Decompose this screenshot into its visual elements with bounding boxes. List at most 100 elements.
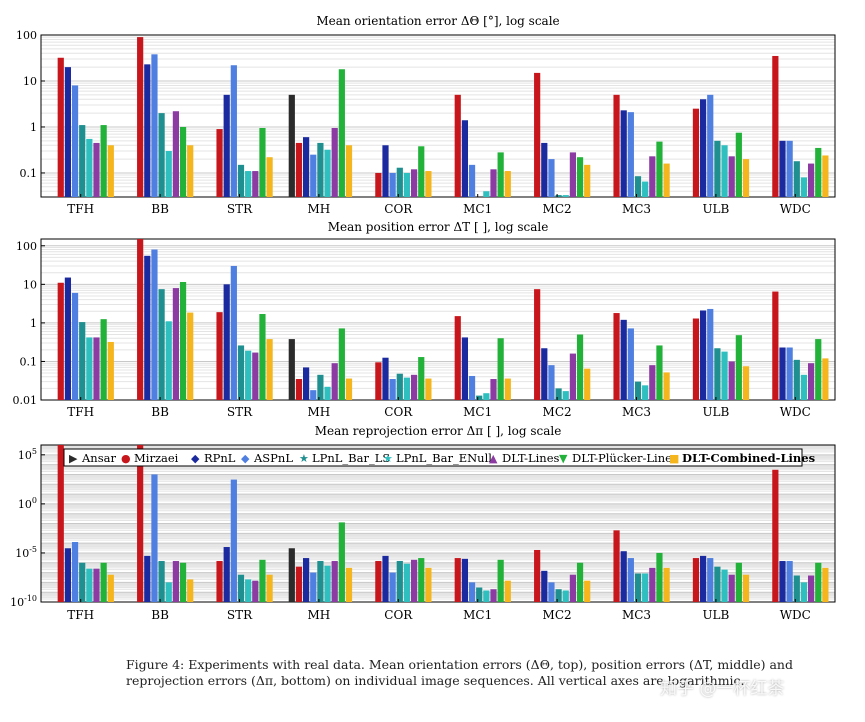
bar-dlt-combined-lines-ulb <box>742 366 750 400</box>
bar-aspnl-mc1 <box>468 582 476 603</box>
bar-rpnl-wdc <box>779 561 786 602</box>
bar-dlt-plücker-lines-ulb <box>735 335 742 400</box>
bar-dlt-plücker-lines-wdc <box>815 147 822 197</box>
bar-dlt-combined-lines-bb <box>187 145 194 197</box>
legend: ▶ Ansar ● Mirzaei ◆ RPnL ◆ ASPnL ★ LPnL_Bar_LS★ LP… <box>63 448 815 467</box>
y-tick-label: 100 <box>16 29 37 42</box>
bar-lpnl_bar_enull-bb <box>165 321 172 400</box>
bar-lpnl_bar_ls-bb <box>158 113 165 197</box>
bar-dlt-combined-lines-mh <box>345 378 353 400</box>
bar-rpnl-cor <box>382 357 389 400</box>
bar-aspnl-mc3 <box>627 558 634 602</box>
bar-rpnl-mh <box>303 137 310 197</box>
bar-dlt-combined-lines-mc3 <box>663 163 670 197</box>
bar-rpnl-mc2 <box>541 348 548 400</box>
y-tick-label: 10-5 <box>15 545 37 560</box>
legend-label: DLT-Plücker-Lines <box>572 451 678 465</box>
bar-rpnl-str <box>223 547 230 602</box>
bar-dlt-combined-lines-wdc <box>822 567 829 602</box>
legend-marker: ◆ <box>241 452 250 465</box>
bar-lpnl_bar_ls-mh <box>317 142 324 197</box>
bar-rpnl-bb <box>144 255 151 400</box>
bar-lpnl_bar_ls-ulb <box>714 348 721 400</box>
bar-lpnl_bar_enull-cor <box>403 563 411 602</box>
bar-lpnl_bar_enull-mc1 <box>483 191 490 197</box>
chart-title: Mean orientation error ΔΘ [°], log scale <box>316 14 559 28</box>
bar-rpnl-cor <box>382 145 389 197</box>
bar-dlt-combined-lines-tfh <box>107 145 114 197</box>
category-label: COR <box>384 202 413 216</box>
bar-lpnl_bar_enull-ulb <box>721 351 728 400</box>
chart-panel-3: Mean reprojection error Δπ [ ], log scal… <box>10 424 836 622</box>
bar-mirzaei-mh <box>295 142 303 197</box>
bar-dlt-lines-bb <box>172 111 179 197</box>
bar-aspnl-wdc <box>786 140 793 197</box>
y-tick-label: 0.1 <box>20 167 38 180</box>
bar-aspnl-mh <box>310 572 317 602</box>
bar-rpnl-tfh <box>64 548 71 602</box>
bar-dlt-combined-lines-wdc <box>822 155 829 197</box>
bar-rpnl-tfh <box>64 277 71 400</box>
bar-dlt-combined-lines-mc2 <box>584 580 591 602</box>
bar-mirzaei-wdc <box>772 291 779 400</box>
bar-lpnl_bar_enull-wdc <box>800 374 808 400</box>
bar-aspnl-mc2 <box>548 365 555 400</box>
bar-lpnl_bar_ls-mc1 <box>476 587 483 602</box>
bar-lpnl_bar_enull-tfh <box>86 568 93 602</box>
bar-rpnl-wdc <box>779 347 786 400</box>
bar-lpnl_bar_enull-str <box>245 171 252 197</box>
bar-dlt-combined-lines-str <box>266 157 273 197</box>
legend-label: Ansar <box>81 451 116 465</box>
bar-lpnl_bar_ls-cor <box>396 373 403 400</box>
bar-dlt-lines-tfh <box>93 142 100 197</box>
bar-aspnl-str <box>230 479 237 602</box>
legend-label: DLT-Lines <box>502 451 560 465</box>
bar-rpnl-mc3 <box>620 110 627 197</box>
category-label: MC3 <box>622 405 651 419</box>
bar-dlt-plücker-lines-cor <box>418 146 425 197</box>
bar-mirzaei-cor <box>375 362 382 400</box>
bar-ansar-mh <box>288 94 295 197</box>
plot-frame <box>40 34 836 198</box>
bar-rpnl-bb <box>144 555 151 602</box>
bar-aspnl-wdc <box>786 347 793 400</box>
bar-dlt-combined-lines-bb <box>187 579 194 602</box>
bar-rpnl-mc1 <box>461 558 468 602</box>
y-tick-label: 10 <box>23 75 37 88</box>
bar-lpnl_bar_enull-mc2 <box>562 590 569 602</box>
bar-rpnl-mc2 <box>541 142 548 197</box>
bar-lpnl_bar_enull-ulb <box>721 569 728 602</box>
bar-dlt-combined-lines-mc2 <box>584 368 591 400</box>
bar-lpnl_bar_ls-mh <box>317 374 324 400</box>
bar-lpnl_bar_ls-mc3 <box>634 381 642 400</box>
bar-mirzaei-tfh <box>57 282 64 400</box>
bar-lpnl_bar_enull-mh <box>324 386 331 400</box>
bar-lpnl_bar_ls-mc2 <box>555 195 562 197</box>
bar-aspnl-mc2 <box>548 159 555 197</box>
y-tick-label-base: 10 <box>15 547 29 560</box>
category-label: MC1 <box>463 202 492 216</box>
category-label: BB <box>151 405 169 419</box>
bar-lpnl_bar_enull-cor <box>403 172 411 197</box>
y-tick-label: 100 <box>18 496 37 511</box>
bar-lpnl_bar_enull-mc3 <box>642 181 649 197</box>
bar-dlt-plücker-lines-mc1 <box>497 559 504 602</box>
category-label: TFH <box>67 202 94 216</box>
bar-lpnl_bar_enull-mh <box>324 565 331 602</box>
bar-dlt-lines-mc3 <box>649 567 656 602</box>
bar-dlt-lines-str <box>252 580 259 602</box>
bar-mirzaei-mc2 <box>534 72 541 197</box>
bar-lpnl_bar_ls-str <box>237 164 245 197</box>
bar-aspnl-ulb <box>707 308 714 400</box>
bar-mirzaei-mc2 <box>534 289 541 400</box>
bar-mirzaei-str <box>216 129 223 197</box>
bar-dlt-plücker-lines-bb <box>179 562 187 602</box>
bar-lpnl_bar_enull-mc1 <box>483 590 490 602</box>
category-label: TFH <box>67 405 94 419</box>
bar-aspnl-cor <box>389 172 396 197</box>
category-label: WDC <box>780 202 811 216</box>
bar-rpnl-mc1 <box>461 337 468 400</box>
bar-rpnl-str <box>223 284 230 400</box>
bar-ansar-mh <box>288 548 295 602</box>
bar-dlt-plücker-lines-wdc <box>815 562 822 602</box>
